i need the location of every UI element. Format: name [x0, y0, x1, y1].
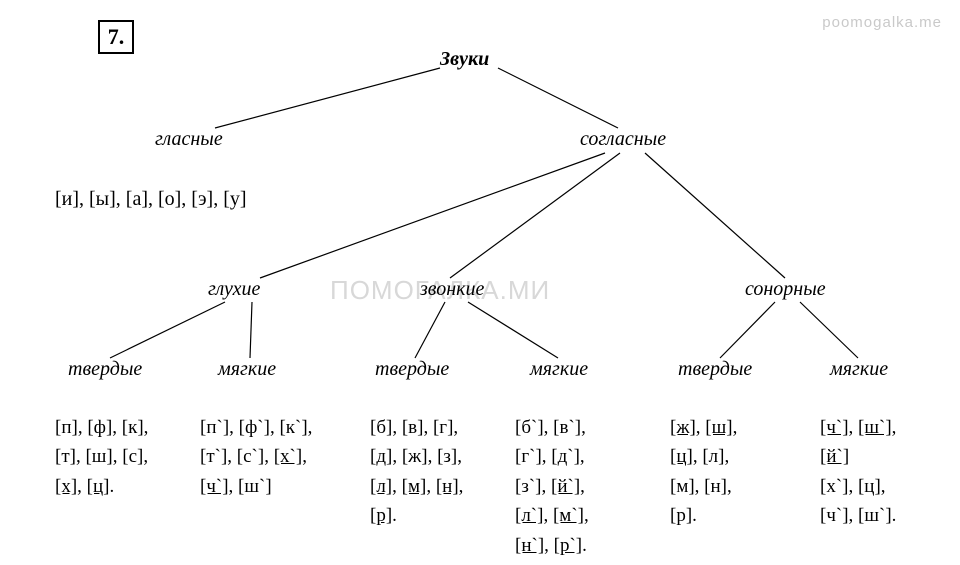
site-watermark: poomogalka.me [822, 14, 942, 31]
vowels-list: [и], [ы], [а], [о], [э], [у] [55, 188, 247, 211]
tree-root: Звуки [440, 48, 489, 71]
node-deaf-hard: твердые [68, 358, 142, 381]
exercise-number-box: 7. [98, 20, 134, 54]
leaf-sonor-soft: [ч`], [ш`],[й`] [х`], [ц], [ч`], [ш`]. [820, 413, 896, 531]
leaf-voiced-soft: [б`], [в`],[г`], [д`],[з`], [й`],[л`], [… [515, 413, 589, 560]
node-deaf: глухие [208, 278, 260, 301]
node-voiced-soft: мягкие [530, 358, 588, 381]
node-vowels: гласные [155, 128, 223, 151]
node-sonorant: сонорные [745, 278, 826, 301]
exercise-number: 7. [108, 24, 125, 50]
node-sonor-hard: твердые [678, 358, 752, 381]
node-voiced: звонкие [420, 278, 484, 301]
leaf-voiced-hard: [б], [в], [г],[д], [ж], [з],[л], [м], [н… [370, 413, 463, 531]
leaf-deaf-hard: [п], [ф], [к],[т], [ш], [с],[х], [ц]. [55, 413, 148, 501]
node-consonants: согласные [580, 128, 666, 151]
node-sonor-soft: мягкие [830, 358, 888, 381]
node-deaf-soft: мягкие [218, 358, 276, 381]
leaf-sonor-hard: [ж], [ш],[ц], [л],[м], [н],[р]. [670, 413, 737, 531]
leaf-deaf-soft: [п`], [ф`], [к`],[т`], [с`], [х`],[ч`], … [200, 413, 312, 501]
node-voiced-hard: твердые [375, 358, 449, 381]
